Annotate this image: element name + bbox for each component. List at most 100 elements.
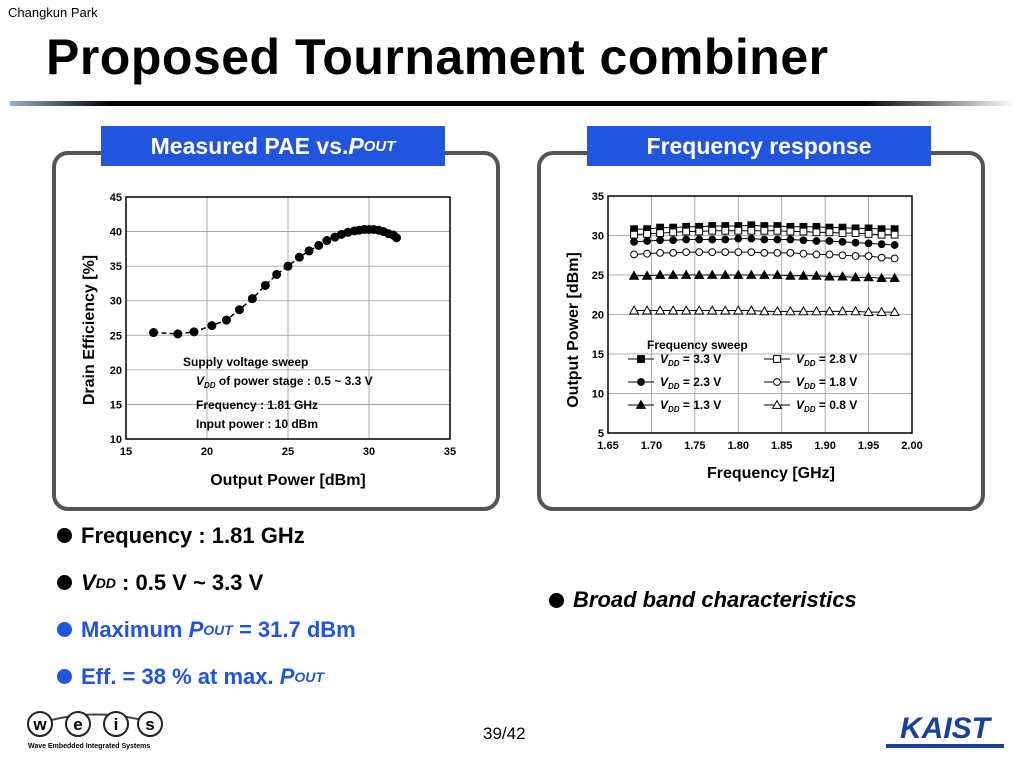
x-tick-label: 1.85 xyxy=(771,440,792,452)
svg-text:i: i xyxy=(114,715,119,734)
series-point xyxy=(773,226,782,235)
series-point xyxy=(824,271,835,281)
series-point xyxy=(669,236,678,245)
pae-point xyxy=(247,294,257,304)
series-point xyxy=(708,248,717,256)
series-point xyxy=(630,230,638,239)
y-tick-label: 25 xyxy=(592,270,604,282)
series-point xyxy=(864,230,873,238)
series-point xyxy=(746,305,757,315)
freq-series-5 xyxy=(628,269,900,283)
series-point xyxy=(695,248,704,256)
series-point xyxy=(811,305,822,316)
bullet-vdd: V DD : 0.5 V ~ 3.3 V xyxy=(57,559,356,606)
x-tick-label: 25 xyxy=(282,446,294,458)
legend-marker xyxy=(637,355,645,363)
freq-series-2 xyxy=(630,226,899,239)
series-point xyxy=(838,251,847,260)
pae-point xyxy=(149,328,159,338)
bullet-dot xyxy=(549,592,564,608)
pae-point xyxy=(173,329,183,339)
freq-panel-header: Frequency response xyxy=(587,126,931,166)
pae-point xyxy=(392,233,402,243)
series-point xyxy=(864,252,873,260)
pae-point xyxy=(207,321,217,331)
series-point xyxy=(890,230,899,239)
series-point xyxy=(837,271,848,281)
title-underline xyxy=(10,101,1014,106)
series-point xyxy=(706,305,718,315)
series-point xyxy=(641,270,653,280)
legend-item: VDD = 2.3 V xyxy=(628,375,721,391)
series-point xyxy=(747,248,756,256)
series-point xyxy=(720,269,731,279)
series-point xyxy=(695,227,704,236)
bullet-frequency: Frequency : 1.81 GHz xyxy=(57,512,356,559)
weis-tagline: Wave Embedded Integrated Systems xyxy=(28,743,150,750)
series-point xyxy=(850,305,861,316)
series-point xyxy=(825,237,834,245)
pae-panel-header: Measured PAE vs. P OUT xyxy=(101,126,445,166)
weis-letter-e: e xyxy=(65,711,91,737)
bullet-efficiency: Eff. = 38 % at max. P OUT xyxy=(57,653,356,700)
series-point xyxy=(786,227,795,236)
series-point xyxy=(798,305,809,316)
y-tick-label: 45 xyxy=(110,192,122,204)
series-point xyxy=(760,226,769,235)
pae-point xyxy=(234,305,244,315)
y-tick-label: 15 xyxy=(110,399,122,411)
pae-point xyxy=(322,236,332,246)
y-tick-label: 10 xyxy=(592,389,604,401)
pae-point xyxy=(294,252,304,262)
series-point xyxy=(734,248,743,256)
series-point xyxy=(851,252,860,260)
series-point xyxy=(863,306,874,317)
series-point xyxy=(720,305,731,315)
legend-marker xyxy=(773,355,781,363)
series-point xyxy=(693,269,705,279)
series-point xyxy=(864,239,873,248)
plot-frame xyxy=(607,195,913,434)
series-point xyxy=(693,305,705,315)
y-tick-label: 10 xyxy=(110,434,122,446)
series-point xyxy=(643,230,651,238)
series-point xyxy=(656,229,665,238)
series-point xyxy=(630,237,638,246)
y-tick-label: 20 xyxy=(110,365,122,377)
slide-title: Proposed Tournament combiner xyxy=(46,29,829,85)
series-point xyxy=(641,305,653,315)
y-tick-label: 30 xyxy=(592,231,604,243)
series-point xyxy=(825,228,834,237)
x-tick-label: 2.00 xyxy=(901,440,922,452)
series-point xyxy=(889,306,900,317)
freq-chart: 1.65 1.70 1.75 1.80 1.85 1.90 1.95 2.00 5 10 15 20 2… xyxy=(565,191,923,482)
series-point xyxy=(812,250,821,259)
series-point xyxy=(680,269,692,279)
legend-item: VDD = 1.8 V xyxy=(764,375,857,391)
series-point xyxy=(733,269,744,279)
series-point xyxy=(721,235,730,244)
series-point xyxy=(838,237,847,246)
series-point xyxy=(682,235,691,244)
page-number: 39/42 xyxy=(483,724,526,743)
pae-point xyxy=(272,269,282,279)
weis-letter-i: i xyxy=(103,711,129,737)
x-tick-label: 1.75 xyxy=(684,440,705,452)
x-tick-label: 1.80 xyxy=(728,440,749,452)
kaist-logo: KAIST xyxy=(886,712,1004,748)
freq-legend: Frequency sweep VDD = 3.3 V VDD = 2.8 V VD… xyxy=(628,338,857,414)
series-point xyxy=(669,228,678,237)
series-point xyxy=(721,226,730,235)
bullet-max-pout: Maximum P OUT = 31.7 dBm xyxy=(57,606,356,653)
series-point xyxy=(682,227,691,236)
series-point xyxy=(721,248,730,256)
series-point xyxy=(680,305,692,315)
legend-label: VDD = 3.3 V xyxy=(660,352,721,368)
y-tick-label: 30 xyxy=(110,296,122,308)
series-point xyxy=(643,249,651,258)
series-point xyxy=(682,248,691,256)
series-point xyxy=(876,272,887,283)
series-point xyxy=(825,250,834,259)
series-point xyxy=(706,269,718,279)
